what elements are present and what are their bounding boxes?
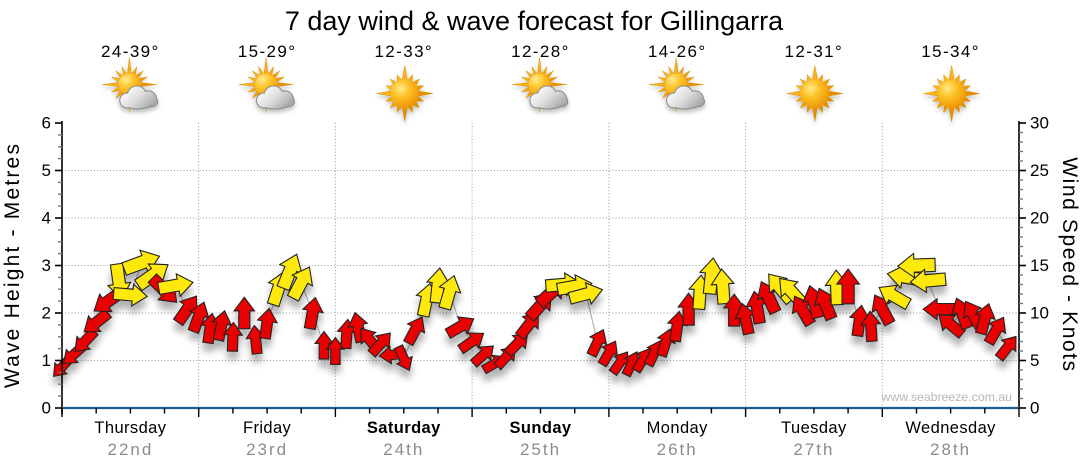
svg-text:10: 10 [1030, 304, 1049, 323]
svg-text:27th: 27th [793, 440, 834, 459]
svg-text:4: 4 [42, 209, 51, 228]
svg-text:www.seabreeze.com.au: www.seabreeze.com.au [880, 390, 1012, 404]
svg-text:Wind Speed - Knots: Wind Speed - Knots [1058, 157, 1080, 373]
svg-text:1: 1 [42, 351, 51, 370]
svg-text:28th: 28th [930, 440, 971, 459]
svg-text:12-28°: 12-28° [511, 42, 570, 61]
svg-text:24th: 24th [383, 440, 424, 459]
svg-text:15-29°: 15-29° [238, 42, 297, 61]
svg-text:14-26°: 14-26° [648, 42, 707, 61]
svg-text:6: 6 [42, 114, 51, 133]
svg-text:20: 20 [1030, 209, 1049, 228]
svg-text:5: 5 [1030, 351, 1039, 370]
svg-text:Tuesday: Tuesday [781, 419, 847, 437]
svg-text:25: 25 [1030, 161, 1049, 180]
svg-text:25th: 25th [520, 440, 561, 459]
svg-text:23rd: 23rd [246, 440, 288, 459]
svg-text:0: 0 [42, 399, 51, 418]
svg-text:7 day wind & wave forecast for: 7 day wind & wave forecast for Gillingar… [285, 6, 784, 36]
svg-text:Wednesday: Wednesday [905, 419, 996, 437]
svg-text:30: 30 [1030, 114, 1049, 133]
svg-text:12-33°: 12-33° [374, 42, 433, 61]
svg-text:26th: 26th [657, 440, 698, 459]
svg-text:Sunday: Sunday [510, 419, 572, 437]
svg-text:15-34°: 15-34° [921, 42, 980, 61]
svg-text:2: 2 [42, 304, 51, 323]
svg-text:5: 5 [42, 161, 51, 180]
svg-text:0: 0 [1030, 399, 1039, 418]
svg-text:Saturday: Saturday [367, 419, 441, 437]
svg-text:22nd: 22nd [107, 440, 153, 459]
svg-text:Wave Height - Metres: Wave Height - Metres [1, 142, 24, 388]
svg-text:3: 3 [42, 256, 51, 275]
svg-text:12-31°: 12-31° [785, 42, 844, 61]
svg-text:Monday: Monday [647, 419, 708, 437]
svg-text:Friday: Friday [243, 419, 292, 437]
svg-text:24-39°: 24-39° [101, 42, 160, 61]
svg-text:Thursday: Thursday [94, 419, 166, 437]
svg-text:15: 15 [1030, 256, 1049, 275]
